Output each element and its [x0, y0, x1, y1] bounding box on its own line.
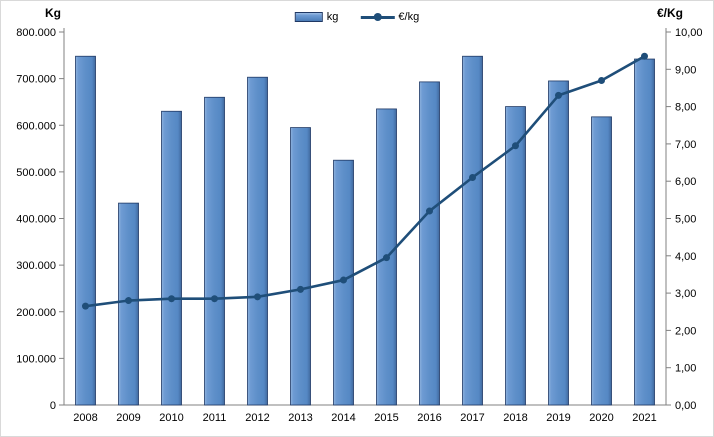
- bar-2008: [75, 55, 96, 406]
- left-axis-tick-label: 600.000: [16, 120, 56, 132]
- right-axis-tick-label: 4,00: [675, 251, 696, 263]
- price-point-2016: [426, 207, 433, 215]
- bar-2020: [591, 116, 612, 406]
- x-axis-category-label: 2015: [374, 412, 398, 424]
- bar-2019: [548, 80, 569, 406]
- left-axis-tick-label: 800.000: [16, 27, 56, 39]
- x-axis-category-label: 2018: [503, 412, 527, 424]
- legend-item-price: €/kg: [360, 11, 419, 23]
- bar-2021: [634, 58, 655, 406]
- price-point-2008: [82, 302, 89, 310]
- price-point-2011: [211, 295, 218, 303]
- x-axis-category-label: 2020: [589, 412, 613, 424]
- price-point-2012: [254, 293, 261, 301]
- right-axis-tick-label: 0,00: [675, 400, 696, 412]
- price-point-2021: [641, 52, 648, 60]
- x-axis-category-label: 2021: [632, 412, 656, 424]
- legend-label-price: €/kg: [398, 11, 420, 23]
- left-axis-title: Kg: [45, 6, 61, 20]
- bar-2016: [419, 81, 440, 406]
- bar-2013: [290, 127, 311, 406]
- price-point-2014: [340, 276, 347, 284]
- right-axis-tick-label: 6,00: [675, 176, 696, 188]
- x-axis-category-label: 2012: [245, 412, 269, 424]
- right-axis-tick-label: 2,00: [675, 325, 696, 337]
- right-axis-tick-label: 3,00: [675, 288, 696, 300]
- price-line: [84, 54, 646, 308]
- x-axis-category-label: 2013: [288, 412, 312, 424]
- bar-2018: [505, 106, 526, 406]
- price-point-2015: [383, 254, 390, 262]
- x-axis-category-label: 2010: [159, 412, 183, 424]
- x-axis-category-label: 2011: [203, 412, 227, 424]
- bar-swatch-icon: [294, 12, 323, 22]
- price-point-2013: [297, 285, 304, 293]
- x-axis-category-label: 2016: [417, 412, 441, 424]
- x-axis-category-label: 2014: [331, 412, 355, 424]
- price-point-2010: [168, 295, 175, 303]
- price-point-2019: [555, 91, 562, 99]
- right-axis-tick-label: 8,00: [675, 102, 696, 114]
- right-axis-tick-label: 10,00: [675, 27, 703, 39]
- x-axis-category-label: 2017: [460, 412, 484, 424]
- price-point-2018: [512, 142, 519, 150]
- left-axis-tick-label: 200.000: [16, 307, 56, 319]
- left-axis-tick-label: 500.000: [16, 167, 56, 179]
- legend-item-kg: kg: [294, 11, 339, 23]
- right-axis-tick-label: 5,00: [675, 214, 696, 226]
- line-marker-dot: [373, 13, 382, 21]
- left-axis-tick-label: 100.000: [16, 353, 56, 365]
- x-axis-category-label: 2009: [116, 412, 140, 424]
- x-axis-category-label: 2008: [73, 412, 97, 424]
- price-point-2020: [598, 76, 605, 84]
- bar-2017: [462, 55, 483, 406]
- right-axis-tick-label: 7,00: [675, 139, 696, 151]
- bars-series: [75, 55, 655, 406]
- left-axis-tick-label: 400.000: [16, 214, 56, 226]
- line-swatch-icon: [360, 13, 395, 21]
- bar-2012: [247, 76, 268, 406]
- left-axis-tick-label: 700.000: [16, 74, 56, 86]
- right-axis-title: €/Kg: [657, 6, 684, 20]
- price-point-2017: [469, 173, 476, 181]
- legend-label-kg: kg: [326, 11, 339, 23]
- x-axis-category-label: 2019: [546, 412, 570, 424]
- right-axis-tick-label: 1,00: [675, 363, 696, 375]
- left-axis-tick-label: 0: [50, 400, 56, 412]
- right-axis-tick-label: 9,00: [675, 64, 696, 76]
- bar-2011: [204, 96, 225, 406]
- chart-legend: kg €/kg: [294, 11, 419, 23]
- left-axis-tick-label: 300.000: [16, 260, 56, 272]
- bar-2010: [161, 110, 182, 406]
- price-line-series: [82, 52, 648, 310]
- price-point-2009: [125, 297, 132, 305]
